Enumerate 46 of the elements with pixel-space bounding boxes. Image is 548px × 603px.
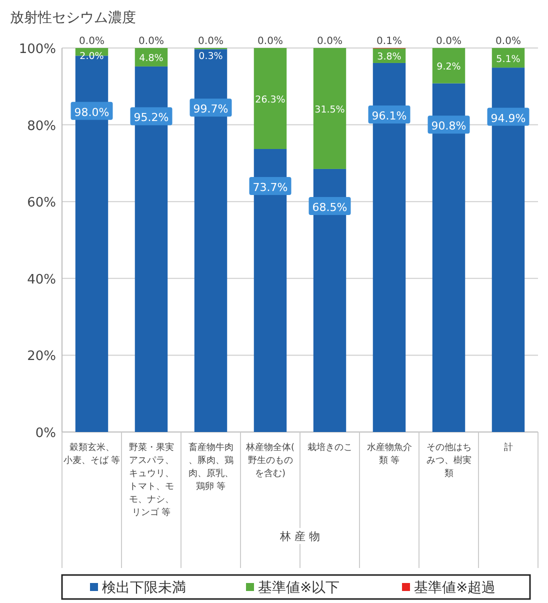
data-label: 31.5%	[314, 104, 345, 116]
data-label: 95.2%	[134, 111, 169, 124]
x-tick-label: 畜産物牛肉、豚肉、鶏肉、原乳、鶏卵 等	[188, 442, 234, 492]
data-label: 0.0%	[436, 36, 462, 47]
bar	[313, 48, 346, 169]
data-label: 0.0%	[496, 36, 521, 47]
data-label: 90.8%	[431, 120, 466, 133]
y-tick-label: 60%	[27, 196, 56, 211]
data-label: 9.2%	[436, 62, 461, 73]
data-label: 0.1%	[376, 36, 402, 47]
x-tick-label: 野菜・果実アスパラ、キュウリ、トマト、モモ、ナシ、リンゴ 等	[128, 442, 174, 518]
y-tick-label: 40%	[27, 272, 56, 288]
bar	[254, 48, 287, 149]
data-label: 98.0%	[74, 106, 110, 119]
legend-label: 検出下限未満	[102, 580, 186, 596]
bar	[432, 48, 466, 84]
chart-title: 放射性セシウム濃度	[10, 10, 136, 26]
y-tick-label: 0%	[35, 426, 56, 441]
data-label: 99.7%	[193, 102, 228, 116]
x-tick-label: 栽培きのこ	[307, 442, 352, 453]
y-tick-label: 100%	[18, 42, 56, 57]
x-tick-label: 水産物魚介類 等	[366, 442, 412, 466]
y-tick-label: 20%	[27, 349, 56, 364]
x-tick-label: 穀類玄米、小麦、そば 等	[63, 442, 120, 466]
data-label: 4.8%	[139, 53, 164, 64]
data-label: 26.3%	[255, 94, 286, 106]
x-tick-label: 林産物全体(野生のものを含む)	[244, 442, 295, 479]
data-label: 73.7%	[252, 180, 288, 194]
data-label: 68.5%	[312, 200, 348, 214]
data-label: 94.9%	[490, 112, 526, 125]
data-label: 0.0%	[258, 36, 283, 47]
data-label: 2.0%	[80, 51, 104, 62]
legend-label: 基準値※超過	[414, 580, 496, 596]
data-label: 0.0%	[138, 36, 164, 47]
data-label: 0.0%	[198, 36, 224, 47]
legend-label: 基準値※以下	[258, 580, 340, 596]
text: 林 産 物	[279, 530, 320, 543]
data-label: 96.1%	[372, 109, 407, 122]
x-tick-label: 計	[504, 442, 513, 453]
data-label: 0.0%	[79, 36, 104, 47]
x-tick-label: その他はちみつ、樹実類	[426, 442, 472, 479]
data-label: 0.0%	[317, 36, 342, 47]
data-label: 0.3%	[198, 51, 223, 62]
y-tick-label: 80%	[27, 118, 56, 134]
data-label: 3.8%	[377, 52, 402, 63]
data-label: 5.1%	[496, 54, 520, 65]
